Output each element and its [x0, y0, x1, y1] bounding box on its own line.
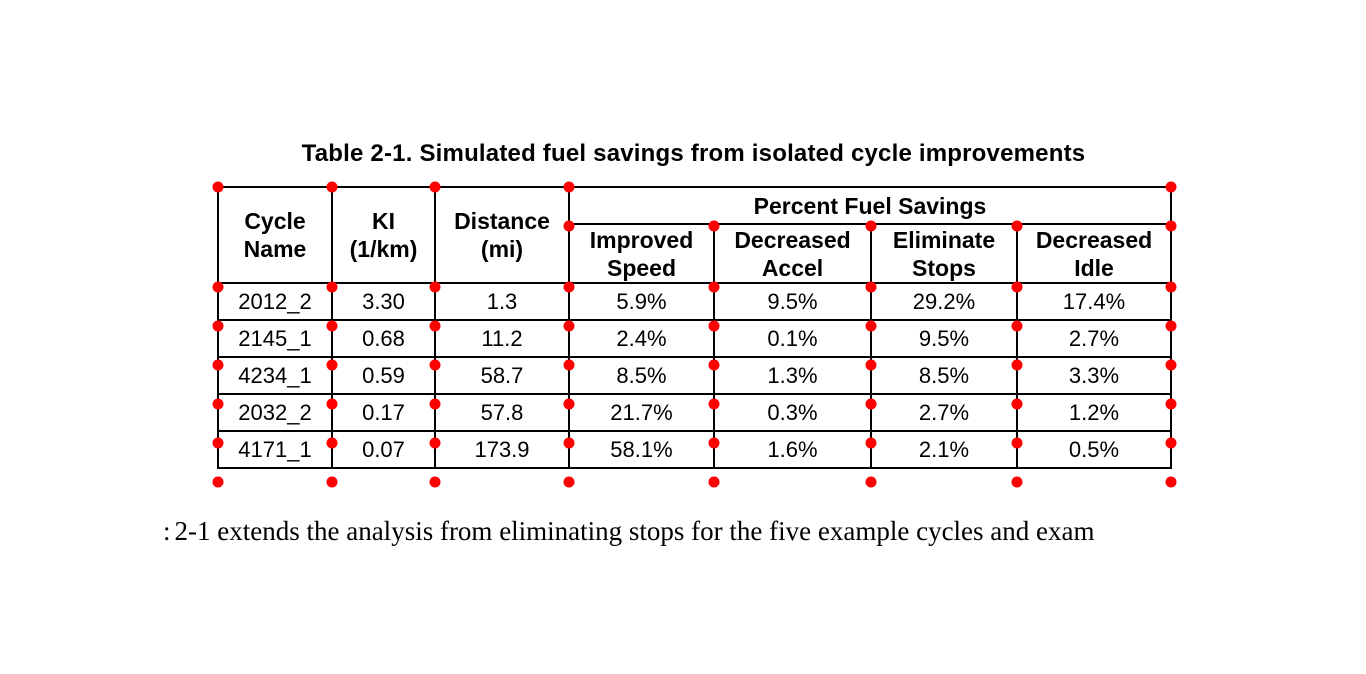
body-text-content: 2-1 extends the analysis from eliminatin…	[174, 516, 1095, 546]
value-cell: 2.7%	[870, 393, 1018, 432]
value-cell: 1.3%	[713, 356, 872, 395]
cycle-name-cell: 4171_1	[217, 430, 333, 469]
value-cell: 8.5%	[870, 356, 1018, 395]
column-subheader: Improved Speed	[568, 223, 715, 284]
value-cell: 0.07	[331, 430, 436, 469]
value-cell: 58.7	[434, 356, 570, 395]
body-text-fragment: :	[163, 516, 171, 546]
value-cell: 1.6%	[713, 430, 872, 469]
value-cell: 17.4%	[1016, 282, 1172, 321]
grid-marker-dot	[708, 476, 720, 488]
column-header: KI (1/km)	[331, 186, 436, 284]
grid-marker-dot	[563, 476, 575, 488]
table-row: 4234_1 0.59 58.7 8.5% 1.3% 8.5% 3.3%	[217, 356, 1172, 395]
value-cell: 58.1%	[568, 430, 715, 469]
cycle-name-cell: 2032_2	[217, 393, 333, 432]
column-subheader: Decreased Idle	[1016, 223, 1172, 284]
grid-marker-dot	[429, 476, 441, 488]
value-cell: 3.3%	[1016, 356, 1172, 395]
grid-marker-dot	[1011, 476, 1023, 488]
body-text: :2-1 extends the analysis from eliminati…	[163, 516, 1095, 547]
value-cell: 5.9%	[568, 282, 715, 321]
value-cell: 0.1%	[713, 319, 872, 358]
value-cell: 0.17	[331, 393, 436, 432]
value-cell: 0.68	[331, 319, 436, 358]
column-header: Distance (mi)	[434, 186, 570, 284]
value-cell: 3.30	[331, 282, 436, 321]
value-cell: 8.5%	[568, 356, 715, 395]
column-subheader: Decreased Accel	[713, 223, 872, 284]
table-row: 4171_1 0.07 173.9 58.1% 1.6% 2.1% 0.5%	[217, 430, 1172, 469]
table-row: 2145_1 0.68 11.2 2.4% 0.1% 9.5% 2.7%	[217, 319, 1172, 358]
value-cell: 2.7%	[1016, 319, 1172, 358]
cycle-name-cell: 4234_1	[217, 356, 333, 395]
grid-marker-dot	[865, 476, 877, 488]
value-cell: 29.2%	[870, 282, 1018, 321]
value-cell: 0.59	[331, 356, 436, 395]
value-cell: 2.1%	[870, 430, 1018, 469]
grid-marker-dot	[212, 476, 224, 488]
table-title: Table 2-1. Simulated fuel savings from i…	[301, 140, 1086, 167]
value-cell: 2.4%	[568, 319, 715, 358]
value-cell: 21.7%	[568, 393, 715, 432]
column-header: Cycle Name	[217, 186, 333, 284]
value-cell: 0.3%	[713, 393, 872, 432]
value-cell: 9.5%	[870, 319, 1018, 358]
cycle-name-cell: 2145_1	[217, 319, 333, 358]
group-header-percent-fuel-savings: Percent Fuel Savings	[568, 186, 1172, 225]
data-table-container: Cycle Name KI (1/km) Distance (mi) Percent …	[212, 181, 1177, 488]
value-cell: 173.9	[434, 430, 570, 469]
value-cell: 1.3	[434, 282, 570, 321]
data-table: Cycle Name KI (1/km) Distance (mi) Percent …	[217, 186, 1172, 469]
value-cell: 57.8	[434, 393, 570, 432]
cycle-name-cell: 2012_2	[217, 282, 333, 321]
grid-marker-dot	[1165, 476, 1177, 488]
grid-marker-dot	[326, 476, 338, 488]
table-row: 2012_2 3.30 1.3 5.9% 9.5% 29.2% 17.4%	[217, 282, 1172, 321]
value-cell: 1.2%	[1016, 393, 1172, 432]
value-cell: 9.5%	[713, 282, 872, 321]
value-cell: 0.5%	[1016, 430, 1172, 469]
value-cell: 11.2	[434, 319, 570, 358]
table-row: 2032_2 0.17 57.8 21.7% 0.3% 2.7% 1.2%	[217, 393, 1172, 432]
column-subheader: Eliminate Stops	[870, 223, 1018, 284]
